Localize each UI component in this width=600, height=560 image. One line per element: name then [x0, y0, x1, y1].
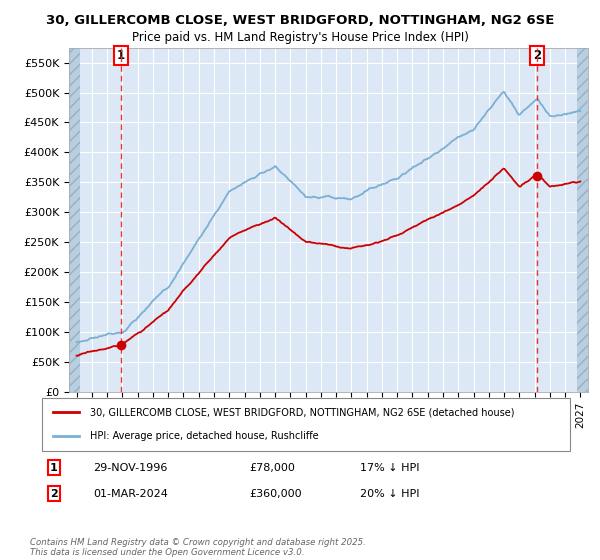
Text: £360,000: £360,000: [249, 489, 302, 499]
Text: 30, GILLERCOMB CLOSE, WEST BRIDGFORD, NOTTINGHAM, NG2 6SE (detached house): 30, GILLERCOMB CLOSE, WEST BRIDGFORD, NO…: [89, 408, 514, 418]
Text: 01-MAR-2024: 01-MAR-2024: [93, 489, 168, 499]
Text: 17% ↓ HPI: 17% ↓ HPI: [360, 463, 419, 473]
Text: Price paid vs. HM Land Registry's House Price Index (HPI): Price paid vs. HM Land Registry's House …: [131, 31, 469, 44]
Text: 29-NOV-1996: 29-NOV-1996: [93, 463, 167, 473]
Bar: [69, 48, 80, 392]
Text: 30, GILLERCOMB CLOSE, WEST BRIDGFORD, NOTTINGHAM, NG2 6SE: 30, GILLERCOMB CLOSE, WEST BRIDGFORD, NO…: [46, 14, 554, 27]
Text: 1: 1: [117, 49, 125, 62]
Text: £78,000: £78,000: [249, 463, 295, 473]
Text: HPI: Average price, detached house, Rushcliffe: HPI: Average price, detached house, Rush…: [89, 431, 318, 441]
FancyBboxPatch shape: [42, 398, 570, 451]
Text: 20% ↓ HPI: 20% ↓ HPI: [360, 489, 419, 499]
Bar: [577, 48, 588, 392]
Text: 1: 1: [50, 463, 58, 473]
Text: 2: 2: [533, 49, 541, 62]
Text: Contains HM Land Registry data © Crown copyright and database right 2025.
This d: Contains HM Land Registry data © Crown c…: [30, 538, 366, 557]
Text: 2: 2: [50, 489, 58, 499]
